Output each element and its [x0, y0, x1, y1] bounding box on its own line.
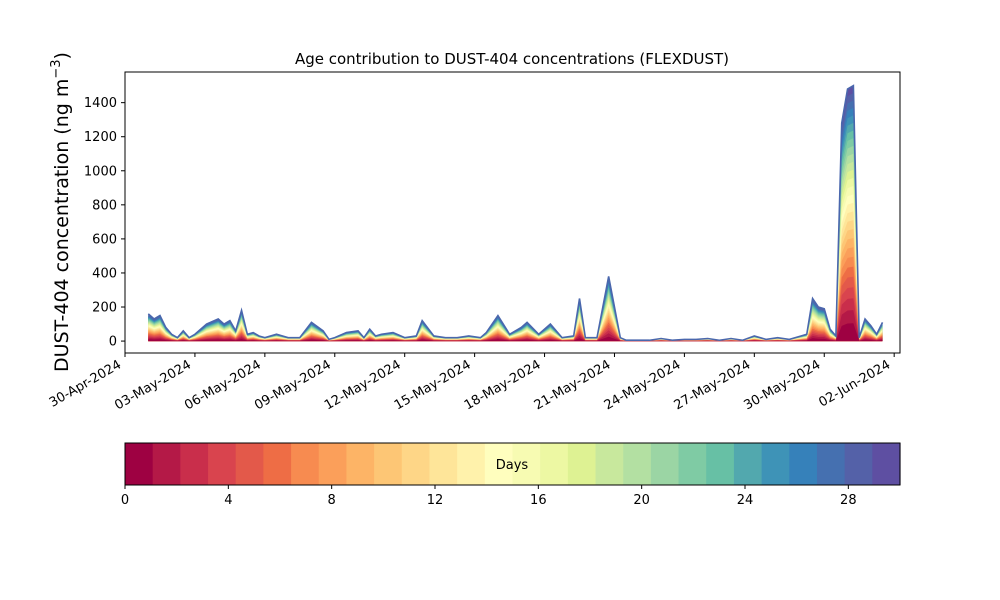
- colorbar-cell: [374, 443, 403, 485]
- x-tick-label: 12-May-2024: [322, 357, 404, 413]
- x-tick-label: 02-Jun-2024: [816, 357, 893, 410]
- chart-title: Age contribution to DUST-404 concentrati…: [295, 50, 729, 68]
- colorbar-cell: [125, 443, 154, 485]
- y-axis-label-exponent: −3: [49, 59, 64, 78]
- colorbar-cell: [180, 443, 209, 485]
- colorbar: Days 0 4 8 12 16 20 24 28: [121, 442, 901, 508]
- colorbar-cell: [346, 443, 375, 485]
- y-axis-label-main: DUST-404 concentration (ng m: [51, 79, 73, 372]
- y-tick-label: 600: [92, 232, 117, 247]
- colorbar-cell: [761, 443, 790, 485]
- colorbar-cell: [733, 443, 763, 485]
- x-tick-label: 03-May-2024: [112, 357, 194, 413]
- y-tick-label: 800: [92, 198, 117, 213]
- colorbar-cell: [540, 443, 569, 485]
- colorbar-cell: [872, 443, 901, 485]
- colorbar-cell: [263, 443, 292, 485]
- colorbar-tick-label: 28: [840, 493, 857, 508]
- colorbar-cell: [235, 443, 264, 485]
- y-tick-label: 0: [109, 335, 117, 350]
- colorbar-cell: [567, 443, 597, 485]
- y-axis-label-close: ): [51, 52, 73, 59]
- colorbar-cells: [125, 443, 901, 485]
- y-axis-label: DUST-404 concentration (ng m−3): [49, 52, 73, 372]
- x-tick-label: 15-May-2024: [392, 357, 474, 413]
- colorbar-cell: [401, 443, 431, 485]
- colorbar-tick-label: 20: [633, 493, 650, 508]
- colorbar-label: Days: [496, 458, 529, 473]
- colorbar-tick-label: 16: [530, 493, 547, 508]
- colorbar-tick-label: 12: [427, 493, 444, 508]
- y-tick-label: 1400: [84, 96, 117, 111]
- colorbar-cell: [706, 443, 735, 485]
- x-tick-label: 18-May-2024: [462, 357, 544, 413]
- colorbar-cell: [844, 443, 873, 485]
- plot-area: [124, 71, 901, 354]
- colorbar-tick-label: 24: [737, 493, 754, 508]
- y-tick-label: 1000: [84, 164, 117, 179]
- colorbar-tick-label: 4: [224, 493, 232, 508]
- x-tick-label: 06-May-2024: [182, 357, 264, 413]
- x-tick-label: 24-May-2024: [602, 357, 684, 413]
- colorbar-cell: [484, 443, 514, 485]
- colorbar-cell: [208, 443, 237, 485]
- colorbar-cell: [429, 443, 458, 485]
- colorbar-cell: [457, 443, 486, 485]
- x-tick-label: 21-May-2024: [532, 357, 614, 413]
- plot-frame: [124, 71, 901, 354]
- x-tick-label: 27-May-2024: [672, 357, 754, 413]
- total-concentration-line: [147, 84, 884, 342]
- y-tick-label: 400: [92, 266, 117, 281]
- colorbar-cell: [650, 443, 680, 485]
- colorbar-cell: [291, 443, 320, 485]
- colorbar-cell: [816, 443, 846, 485]
- colorbar-cell: [595, 443, 624, 485]
- x-tick-label: 09-May-2024: [252, 357, 334, 413]
- colorbar-cell: [789, 443, 818, 485]
- colorbar-cell: [678, 443, 707, 485]
- colorbar-ticks: 0 4 8 12 16 20 24 28: [121, 485, 857, 508]
- colorbar-frame: [124, 442, 901, 486]
- x-axis: 30-Apr-202403-May-202406-May-202409-May-…: [47, 353, 895, 413]
- colorbar-cell: [512, 443, 541, 485]
- y-axis: 0 200 400 600 800 1000 1200 1400: [84, 96, 125, 350]
- y-tick-label: 200: [92, 301, 117, 316]
- colorbar-cell: [318, 443, 348, 485]
- colorbar-tick-label: 8: [328, 493, 336, 508]
- colorbar-cell: [623, 443, 652, 485]
- plot-background: [125, 72, 900, 353]
- y-tick-label: 1200: [84, 130, 117, 145]
- colorbar-cell: [152, 443, 181, 485]
- x-tick-label: 30-May-2024: [742, 357, 824, 413]
- colorbar-tick-label: 0: [121, 493, 129, 508]
